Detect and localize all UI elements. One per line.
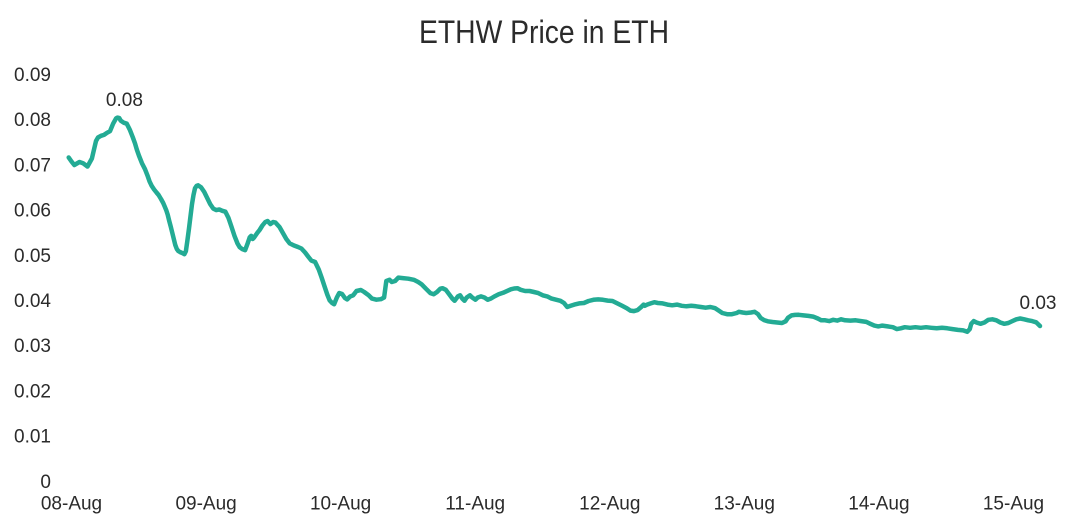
svg-text:0.03: 0.03 xyxy=(1020,293,1057,314)
svg-text:0.09: 0.09 xyxy=(14,65,51,86)
svg-text:ETHW Price in ETH: ETHW Price in ETH xyxy=(419,14,669,50)
svg-text:08-Aug: 08-Aug xyxy=(41,494,102,515)
svg-text:0.04: 0.04 xyxy=(14,291,51,312)
svg-text:0: 0 xyxy=(40,472,51,493)
svg-text:10-Aug: 10-Aug xyxy=(310,494,371,515)
svg-text:0.01: 0.01 xyxy=(14,427,51,448)
svg-text:12-Aug: 12-Aug xyxy=(579,494,640,515)
svg-text:09-Aug: 09-Aug xyxy=(175,494,236,515)
svg-text:0.08: 0.08 xyxy=(106,90,143,111)
svg-text:11-Aug: 11-Aug xyxy=(445,494,505,515)
svg-text:15-Aug: 15-Aug xyxy=(983,494,1044,515)
svg-text:0.08: 0.08 xyxy=(14,110,51,131)
svg-text:0.07: 0.07 xyxy=(14,155,51,176)
svg-text:0.03: 0.03 xyxy=(14,336,51,357)
svg-text:0.02: 0.02 xyxy=(14,381,51,402)
svg-text:0.05: 0.05 xyxy=(14,246,51,267)
svg-text:14-Aug: 14-Aug xyxy=(848,494,909,515)
svg-text:13-Aug: 13-Aug xyxy=(714,494,775,515)
svg-text:0.06: 0.06 xyxy=(14,201,51,222)
